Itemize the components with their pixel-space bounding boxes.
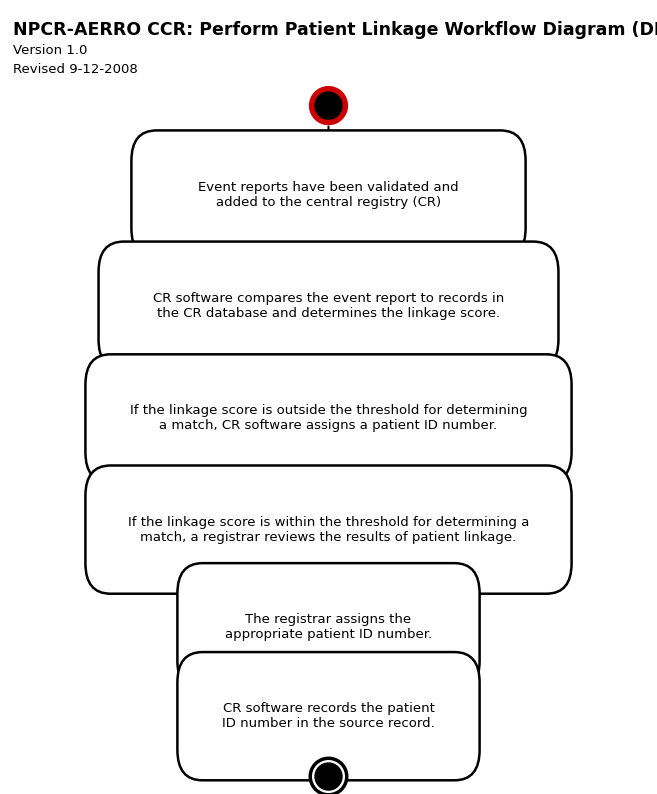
Ellipse shape [315,92,342,119]
Text: CR software records the patient
ID number in the source record.: CR software records the patient ID numbe… [222,702,435,730]
Text: If the linkage score is outside the threshold for determining
a match, CR softwa: If the linkage score is outside the thre… [129,404,528,433]
FancyBboxPatch shape [131,130,526,259]
Text: Event reports have been validated and
added to the central registry (CR): Event reports have been validated and ad… [198,180,459,209]
Ellipse shape [315,763,342,790]
Text: NPCR-AERRO CCR: Perform Patient Linkage Workflow Diagram (DRAFT): NPCR-AERRO CCR: Perform Patient Linkage … [13,21,657,39]
FancyBboxPatch shape [85,354,572,483]
Text: The registrar assigns the
appropriate patient ID number.: The registrar assigns the appropriate pa… [225,613,432,642]
Text: Version 1.0
Revised 9-12-2008: Version 1.0 Revised 9-12-2008 [13,44,138,75]
Text: If the linkage score is within the threshold for determining a
match, a registra: If the linkage score is within the thres… [128,515,529,544]
Ellipse shape [310,87,347,124]
FancyBboxPatch shape [85,465,572,594]
Ellipse shape [310,758,347,794]
FancyBboxPatch shape [177,652,480,781]
Text: CR software compares the event report to records in
the CR database and determin: CR software compares the event report to… [153,291,504,320]
FancyBboxPatch shape [99,241,558,370]
FancyBboxPatch shape [177,563,480,692]
